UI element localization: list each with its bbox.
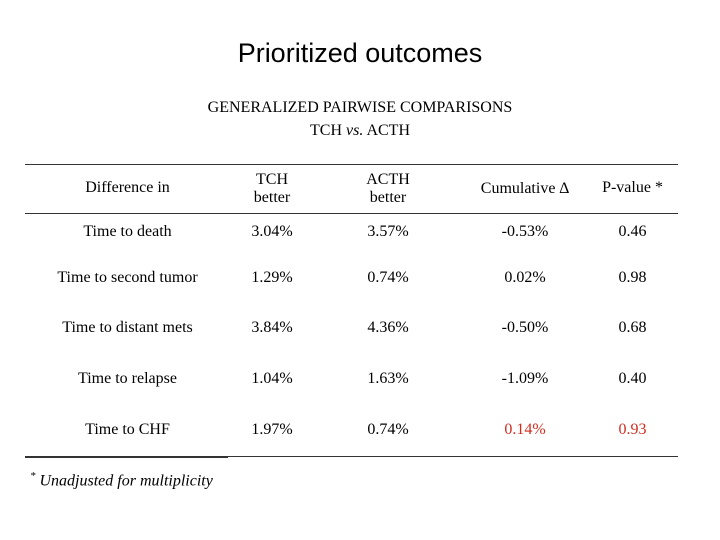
row-2-tch: 1.29% [251,269,293,286]
footnote: * Unadjusted for multiplicity [30,470,213,490]
row-1-tch: 3.04% [251,223,293,240]
footnote-rule [25,456,228,458]
row-5-p-value: 0.93 [618,421,647,438]
row-4-label: Time to relapse [78,370,177,387]
table-bottom-rule [25,456,678,457]
row-3-acth: 4.36% [367,319,409,336]
row-1-label: Time to death [83,223,172,240]
row-4-p-value: 0.40 [618,370,647,387]
header-difference-in: Difference in [85,179,170,196]
row-4-tch: 1.04% [251,370,293,387]
slide-title: Prioritized outcomes [237,38,483,68]
table-top-rule [25,164,678,165]
row-1-cumulative: -0.53% [501,223,549,240]
row-5-tch: 1.97% [251,421,293,438]
header-tch-better: TCH better [222,171,322,207]
row-1-p-value: 0.46 [618,223,647,240]
row-2-cumulative: 0.02% [504,269,546,286]
row-5-label: Time to CHF [85,421,170,438]
row-5-cumulative: 0.14% [504,421,546,438]
header-tch-line2: better [253,189,291,206]
header-acth-better: ACTH better [338,171,438,207]
header-acth-line1: ACTH [366,171,410,188]
footnote-text: Unadjusted for multiplicity [35,472,213,490]
header-cumulative-delta: Cumulative ∆ [480,180,570,197]
subtitle-line-1: GENERALIZED PAIRWISE COMPARISONS [207,99,513,116]
row-2-p-value: 0.98 [618,269,647,286]
row-4-acth: 1.63% [367,370,409,387]
subtitle-tch: TCH [310,122,346,139]
row-2-label: Time to second tumor [57,269,198,286]
header-tch-line1: TCH [256,171,288,188]
row-3-tch: 3.84% [251,319,293,336]
row-3-cumulative: -0.50% [501,319,549,336]
table-header-rule [25,213,678,214]
subtitle-line-2: TCH vs. ACTH [0,122,720,140]
header-p-value: P-value * [602,179,663,196]
header-acth-line2: better [369,189,407,206]
row-4-cumulative: -1.09% [501,370,549,387]
footnote-mark: * [30,470,36,482]
row-3-p-value: 0.68 [618,319,647,336]
row-5-acth: 0.74% [367,421,409,438]
subtitle-vs: vs. [346,122,364,139]
subtitle-acth: ACTH [363,122,410,139]
row-2-acth: 0.74% [367,269,409,286]
row-1-acth: 3.57% [367,223,409,240]
row-3-label: Time to distant mets [62,319,193,336]
